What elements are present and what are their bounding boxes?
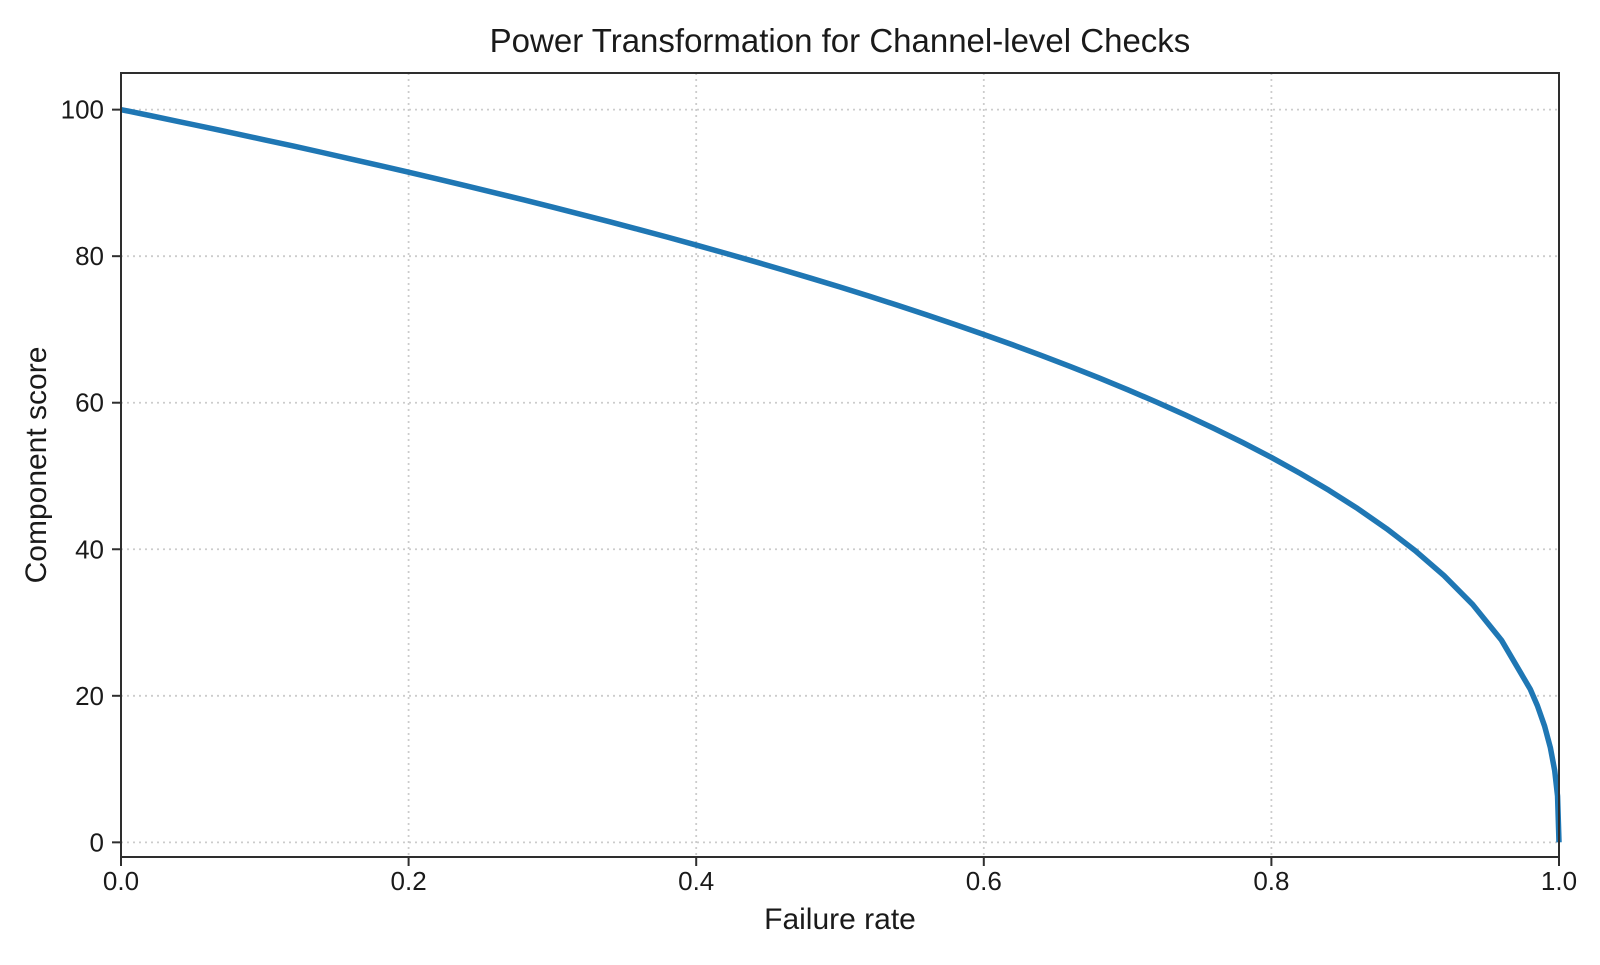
y-tick-label: 0 [90,827,104,857]
gridlines [121,73,1559,857]
x-tick-label: 1.0 [1541,866,1577,896]
curve-line [120,106,1562,843]
plot-border [120,72,1560,858]
chart-title: Power Transformation for Channel-level C… [490,22,1191,59]
y-tick-label: 40 [75,534,104,564]
y-axis-label: Component score [20,347,53,584]
y-tick-label: 60 [75,388,104,418]
y-tick-label: 80 [75,241,104,271]
y-tick-label: 100 [61,95,104,125]
x-tick-label: 0.6 [966,866,1002,896]
axis-tick-labels: 0.0 0.2 0.4 0.6 0.8 1.0 0 20 40 60 80 100 [61,95,1577,896]
x-tick-label: 0.0 [103,866,139,896]
x-tick-label: 0.4 [678,866,714,896]
y-tick-label: 20 [75,681,104,711]
axis-ticks [112,108,1560,866]
series-layer [120,106,1562,843]
x-tick-label: 0.2 [391,866,427,896]
x-tick-label: 0.8 [1253,866,1289,896]
x-axis-label: Failure rate [764,903,916,936]
